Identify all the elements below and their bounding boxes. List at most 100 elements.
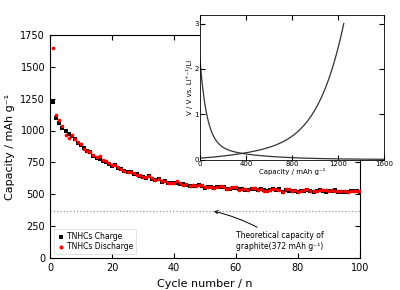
TNHCs Discharge	[289, 189, 295, 193]
TNHCs Discharge	[214, 185, 221, 189]
TNHCs Discharge	[152, 178, 158, 183]
TNHCs Charge	[168, 181, 174, 186]
TNHCs Charge	[96, 157, 103, 161]
TNHCs Charge	[226, 186, 233, 191]
TNHCs Charge	[81, 146, 87, 151]
TNHCs Discharge	[143, 175, 149, 180]
TNHCs Discharge	[183, 182, 190, 187]
TNHCs Discharge	[357, 188, 363, 193]
TNHCs Charge	[84, 148, 90, 153]
TNHCs Discharge	[226, 186, 233, 190]
TNHCs Discharge	[286, 187, 292, 192]
TNHCs Charge	[279, 190, 286, 195]
TNHCs Charge	[180, 182, 186, 186]
TNHCs Charge	[289, 188, 295, 193]
TNHCs Discharge	[236, 187, 242, 192]
TNHCs Charge	[192, 184, 199, 189]
TNHCs Discharge	[140, 175, 146, 179]
TNHCs Charge	[177, 181, 184, 186]
TNHCs Charge	[196, 183, 202, 188]
TNHCs Discharge	[273, 187, 280, 191]
TNHCs Discharge	[316, 188, 323, 192]
TNHCs Discharge	[75, 140, 81, 144]
TNHCs Charge	[295, 190, 301, 195]
TNHCs Discharge	[65, 135, 72, 140]
TNHCs Charge	[124, 170, 131, 174]
TNHCs Charge	[128, 170, 134, 175]
TNHCs Charge	[87, 150, 94, 155]
TNHCs Charge	[202, 186, 208, 190]
TNHCs Discharge	[174, 179, 180, 184]
TNHCs Charge	[316, 188, 323, 193]
TNHCs Discharge	[50, 45, 56, 50]
TNHCs Charge	[245, 188, 252, 193]
TNHCs Discharge	[124, 169, 131, 174]
TNHCs Discharge	[72, 136, 78, 141]
TNHCs Discharge	[208, 185, 214, 190]
TNHCs Charge	[267, 188, 273, 192]
TNHCs Charge	[183, 182, 190, 187]
TNHCs Discharge	[224, 187, 230, 191]
TNHCs Discharge	[100, 158, 106, 163]
TNHCs Charge	[211, 186, 218, 190]
TNHCs Discharge	[146, 173, 152, 178]
TNHCs Discharge	[344, 190, 351, 195]
TNHCs Discharge	[112, 163, 118, 167]
TNHCs Charge	[208, 185, 214, 190]
TNHCs Charge	[320, 188, 326, 193]
TNHCs Discharge	[301, 188, 308, 192]
TNHCs Charge	[314, 189, 320, 194]
TNHCs Discharge	[165, 180, 171, 185]
TNHCs Discharge	[251, 186, 258, 190]
TNHCs Discharge	[171, 180, 177, 185]
TNHCs Discharge	[137, 173, 143, 177]
TNHCs Discharge	[106, 161, 112, 166]
TNHCs Discharge	[242, 187, 248, 191]
TNHCs Discharge	[205, 184, 211, 189]
TNHCs Charge	[254, 187, 261, 192]
TNHCs Discharge	[276, 187, 282, 192]
Text: Theoretical capacity of
graphite(372 mAh g⁻¹): Theoretical capacity of graphite(372 mAh…	[215, 211, 324, 251]
TNHCs Charge	[298, 189, 304, 193]
TNHCs Charge	[338, 189, 345, 194]
TNHCs Discharge	[350, 189, 357, 193]
TNHCs Discharge	[217, 184, 224, 188]
TNHCs Charge	[329, 189, 335, 193]
TNHCs Charge	[190, 184, 196, 188]
TNHCs Charge	[258, 187, 264, 191]
TNHCs Charge	[242, 188, 248, 192]
TNHCs Charge	[236, 187, 242, 192]
TNHCs Discharge	[326, 189, 332, 193]
TNHCs Discharge	[149, 176, 156, 181]
TNHCs Charge	[112, 163, 118, 168]
TNHCs Discharge	[270, 187, 276, 192]
TNHCs Charge	[134, 172, 140, 177]
TNHCs Charge	[220, 185, 227, 190]
TNHCs Discharge	[68, 133, 75, 137]
TNHCs Discharge	[62, 133, 69, 138]
TNHCs Discharge	[298, 189, 304, 193]
TNHCs Discharge	[59, 124, 66, 128]
TNHCs Discharge	[177, 181, 184, 185]
X-axis label: Cycle number / n: Cycle number / n	[157, 278, 253, 289]
TNHCs Discharge	[162, 179, 168, 183]
TNHCs Charge	[217, 185, 224, 189]
TNHCs Discharge	[56, 118, 62, 123]
TNHCs Discharge	[230, 184, 236, 189]
TNHCs Charge	[301, 188, 308, 193]
TNHCs Charge	[307, 189, 314, 194]
TNHCs Discharge	[329, 187, 335, 192]
TNHCs Charge	[149, 176, 156, 181]
TNHCs Discharge	[314, 189, 320, 193]
TNHCs Charge	[165, 181, 171, 186]
TNHCs Discharge	[245, 188, 252, 193]
TNHCs Discharge	[354, 189, 360, 194]
TNHCs Charge	[118, 167, 124, 171]
TNHCs Discharge	[96, 154, 103, 159]
TNHCs Charge	[344, 190, 351, 195]
TNHCs Discharge	[84, 148, 90, 153]
TNHCs Charge	[357, 189, 363, 194]
TNHCs Charge	[155, 177, 162, 182]
TNHCs Charge	[214, 185, 221, 189]
TNHCs Discharge	[320, 188, 326, 193]
